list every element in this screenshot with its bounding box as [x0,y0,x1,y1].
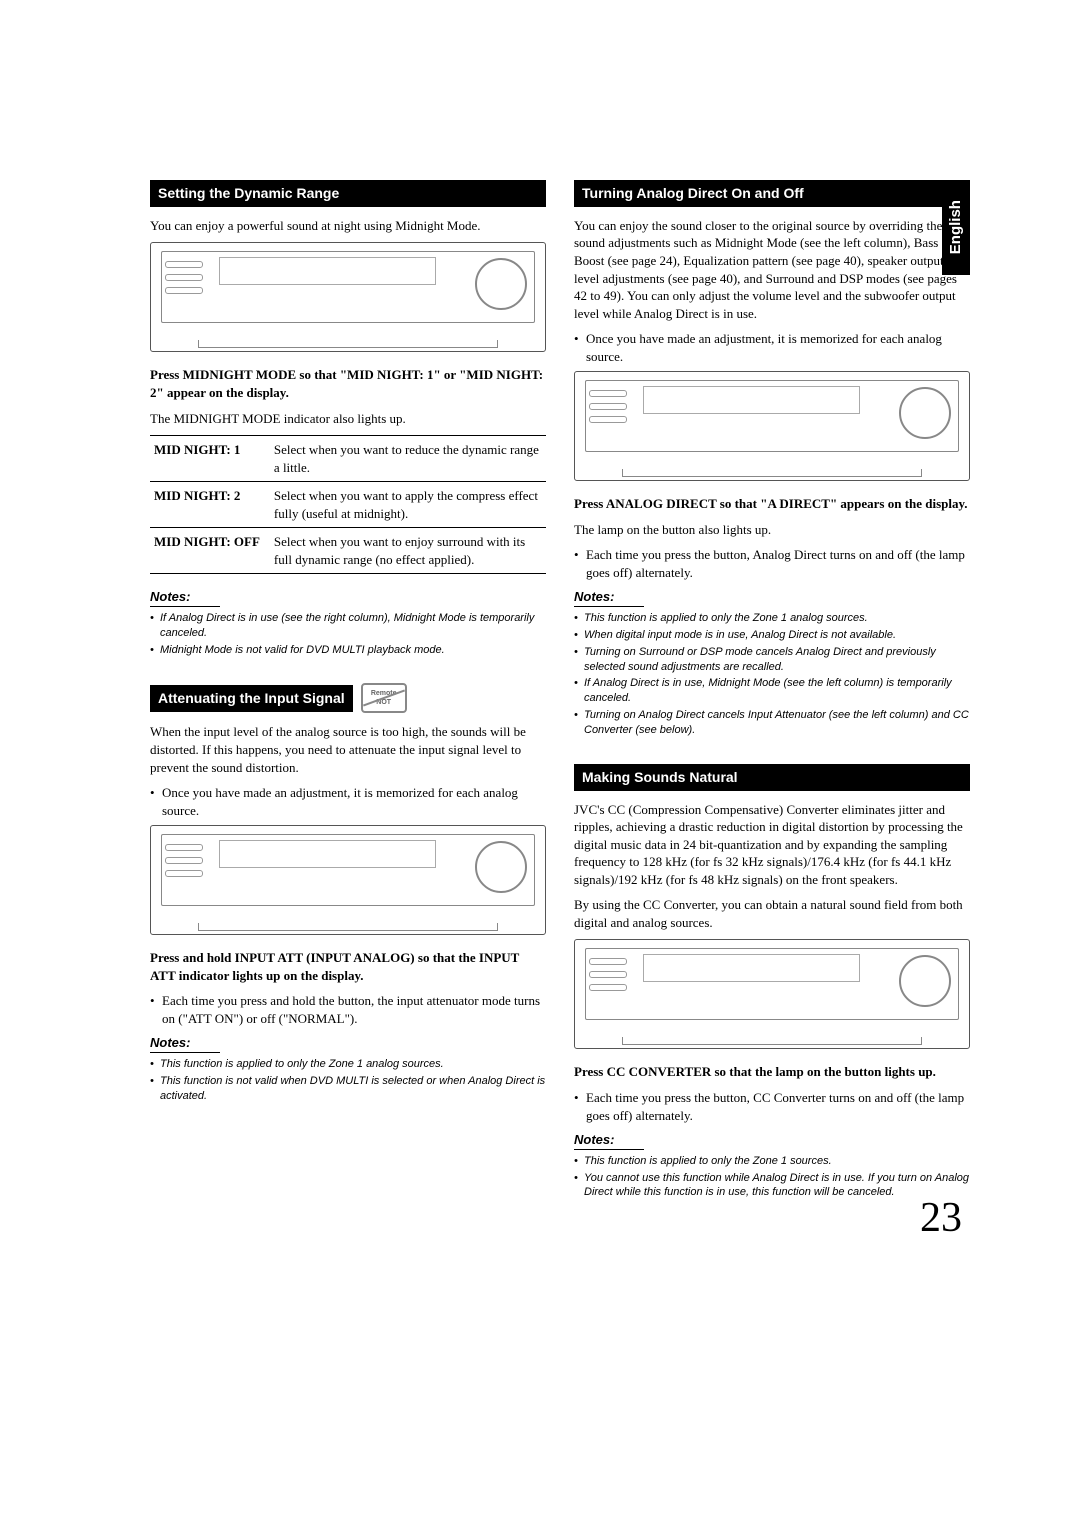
note-item: If Analog Direct is in use (see the righ… [150,611,546,641]
section-attenuating: Attenuating the Input Signal Remote NOT … [150,683,546,1103]
instruction-attenuating: Press and hold INPUT ATT (INPUT ANALOG) … [150,949,546,984]
section-analog-direct: Turning Analog Direct On and Off You can… [574,180,970,738]
device-illustration [150,825,546,935]
note-item: This function is applied to only the Zon… [574,611,970,626]
notes-list: This function is applied to only the Zon… [150,1057,546,1104]
heading-dynamic-range: Setting the Dynamic Range [150,180,546,207]
notes-heading: Notes: [150,588,220,607]
section-dynamic-range: Setting the Dynamic Range You can enjoy … [150,180,546,657]
bullet-item: Each time you press and hold the button,… [150,992,546,1027]
note-item: Turning on Surround or DSP mode cancels … [574,645,970,675]
device-illustration [150,242,546,352]
heading-analog-direct: Turning Analog Direct On and Off [574,180,970,207]
language-label: English [946,200,966,254]
language-tab: English [942,180,970,275]
note-item: When digital input mode is in use, Analo… [574,628,970,643]
bullet-item: Each time you press the button, Analog D… [574,546,970,581]
table-row: MID NIGHT: 2Select when you want to appl… [150,482,546,528]
bullet-item: Once you have made an adjustment, it is … [150,784,546,819]
midnight-options-table: MID NIGHT: 1Select when you want to redu… [150,435,546,574]
intro-attenuating: When the input level of the analog sourc… [150,723,546,776]
note-item: This function is applied to only the Zon… [574,1154,970,1169]
table-row: MID NIGHT: OFFSelect when you want to en… [150,528,546,574]
page-number: 23 [920,1190,962,1247]
right-column: Turning Analog Direct On and Off You can… [574,180,970,1226]
two-column-layout: Setting the Dynamic Range You can enjoy … [150,180,970,1226]
intro1-natural-sounds: JVC's CC (Compression Compensative) Conv… [574,801,970,889]
instruction-dynamic-range: Press MIDNIGHT MODE so that "MID NIGHT: … [150,366,546,401]
section-natural-sounds: Making Sounds Natural JVC's CC (Compress… [574,764,970,1200]
note-item: This function is applied to only the Zon… [150,1057,546,1072]
notes-heading: Notes: [574,1131,644,1150]
note-item: If Analog Direct is in use, Midnight Mod… [574,676,970,706]
bullet-item: Once you have made an adjustment, it is … [574,330,970,365]
intro2-natural-sounds: By using the CC Converter, you can obtai… [574,896,970,931]
intro-analog-direct: You can enjoy the sound closer to the or… [574,217,970,322]
heading-attenuating: Attenuating the Input Signal [150,685,353,712]
note-item: Turning on Analog Direct cancels Input A… [574,708,970,738]
device-illustration [574,939,970,1049]
notes-heading: Notes: [150,1034,220,1053]
note-item: This function is not valid when DVD MULT… [150,1074,546,1104]
intro-dynamic-range: You can enjoy a powerful sound at night … [150,217,546,235]
heading-natural-sounds: Making Sounds Natural [574,764,970,791]
after-instruction-dynamic-range: The MIDNIGHT MODE indicator also lights … [150,410,546,428]
notes-list: If Analog Direct is in use (see the righ… [150,611,546,658]
remote-not-badge: Remote NOT [361,683,407,713]
instruction-analog-direct: Press ANALOG DIRECT so that "A DIRECT" a… [574,495,970,513]
after-instruction-analog-direct: The lamp on the button also lights up. [574,521,970,539]
device-illustration [574,371,970,481]
notes-heading: Notes: [574,588,644,607]
notes-list: This function is applied to only the Zon… [574,1154,970,1201]
instruction-natural-sounds: Press CC CONVERTER so that the lamp on t… [574,1063,970,1081]
left-column: Setting the Dynamic Range You can enjoy … [150,180,546,1226]
note-item: Midnight Mode is not valid for DVD MULTI… [150,643,546,658]
bullet-item: Each time you press the button, CC Conve… [574,1089,970,1124]
table-row: MID NIGHT: 1Select when you want to redu… [150,436,546,482]
note-item: You cannot use this function while Analo… [574,1171,970,1201]
notes-list: This function is applied to only the Zon… [574,611,970,738]
